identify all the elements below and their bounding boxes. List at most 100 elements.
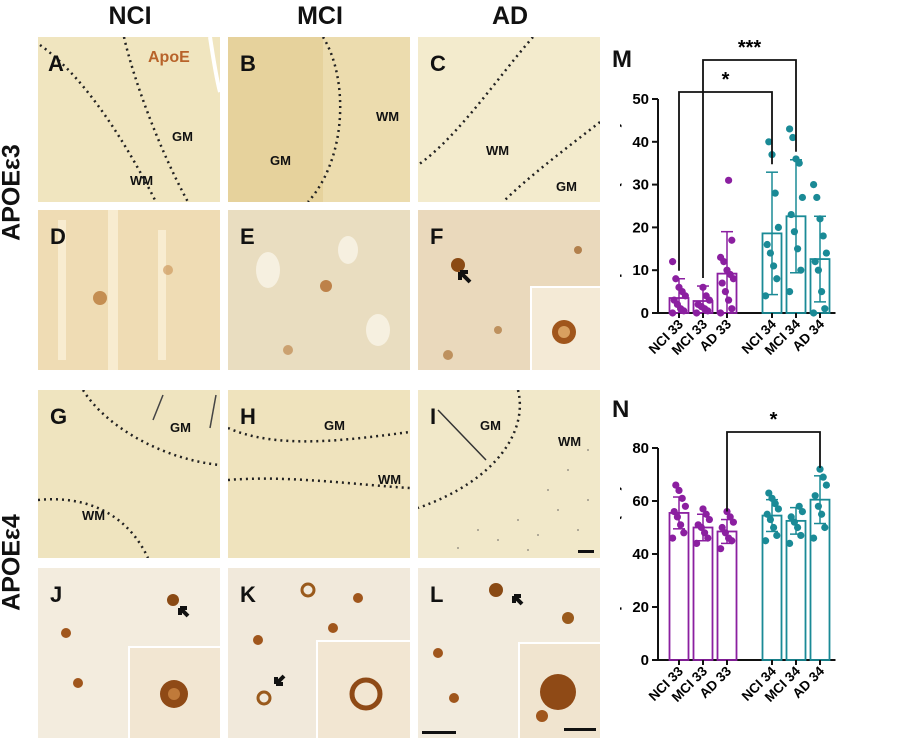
data-point: [768, 494, 776, 502]
data-point: [789, 133, 797, 142]
panel-letter-e: E: [240, 224, 255, 249]
data-point: [669, 309, 677, 317]
data-point: [765, 138, 773, 146]
data-point: [810, 534, 818, 542]
data-point: [770, 523, 778, 532]
significance-label: ***: [738, 37, 762, 59]
panel-letter-j: J: [50, 582, 63, 607]
data-point: [678, 494, 686, 502]
data-point: [705, 515, 713, 524]
data-point: [717, 309, 725, 317]
panel-letter-i: I: [430, 404, 437, 429]
column-header-mci: MCI: [297, 2, 343, 30]
data-point: [794, 245, 802, 253]
row-header-apoe4: APOEε4: [0, 514, 26, 611]
micrograph-panel-l: L: [418, 568, 600, 738]
data-point: [771, 189, 779, 197]
data-point: [677, 521, 685, 529]
data-point: [814, 266, 822, 274]
data-point: [723, 266, 731, 274]
panel-letter-c: C: [430, 51, 446, 76]
y-tick-label: 80: [632, 440, 649, 457]
region-label-wm: WM: [558, 434, 582, 449]
micrograph-panel-e: E: [228, 210, 410, 370]
data-point: [726, 513, 734, 521]
data-point: [821, 523, 829, 532]
data-point: [790, 518, 798, 526]
data-point: [680, 529, 688, 537]
data-point: [763, 510, 771, 518]
data-point: [699, 505, 707, 513]
data-point: [672, 275, 680, 283]
data-point: [702, 292, 710, 300]
data-point: [822, 249, 830, 257]
y-tick-label: 40: [632, 134, 649, 151]
panel-b-drawing: [228, 37, 342, 202]
data-point: [673, 513, 681, 521]
region-label-wm: WM: [376, 109, 400, 124]
data-point: [810, 309, 818, 317]
significance-bracket: [678, 91, 773, 271]
y-tick-label: 50: [632, 91, 649, 108]
data-point: [774, 505, 782, 513]
data-point: [694, 300, 702, 309]
data-point: [669, 258, 677, 266]
data-point: [786, 539, 794, 547]
data-point: [798, 508, 806, 516]
panel-k-drawing: [253, 582, 363, 706]
micrograph-panel-c: C WM GM: [418, 37, 600, 202]
data-point: [773, 531, 781, 540]
region-label-wm: WM: [486, 143, 510, 158]
data-point: [718, 523, 726, 532]
micrograph-panel-f: F: [418, 210, 600, 370]
panel-letter-f: F: [430, 224, 444, 249]
data-point: [721, 288, 729, 296]
data-point: [786, 125, 794, 133]
data-point: [792, 155, 800, 163]
y-tick-label: 40: [632, 546, 649, 563]
region-label-gm: GM: [324, 418, 345, 433]
panel-k-inset: [316, 640, 410, 738]
panel-e-drawing: [256, 236, 390, 355]
data-point: [797, 531, 805, 540]
stain-label: ApoE: [148, 49, 190, 66]
data-point: [670, 296, 678, 304]
significance-label: *: [722, 69, 730, 91]
row-header-apoe3: APOEε3: [0, 144, 26, 241]
y-tick-label: 10: [632, 262, 649, 279]
data-point: [786, 288, 794, 296]
data-point: [766, 249, 774, 257]
data-point: [766, 515, 774, 524]
data-point: [723, 508, 731, 516]
scale-bar: [578, 550, 594, 553]
y-tick-label: 60: [632, 493, 649, 510]
panel-h-drawing: [228, 426, 410, 490]
region-label-gm: GM: [270, 153, 291, 168]
data-point: [816, 465, 824, 473]
panel-d-drawing: [58, 210, 173, 370]
micrograph-panel-k: K: [228, 568, 410, 738]
panel-i-drawing: [418, 390, 600, 558]
region-label-wm: WM: [378, 472, 402, 487]
micrograph-panel-a: A ApoE GM WM: [38, 37, 220, 202]
data-point: [693, 539, 701, 547]
micrograph-panel-d: D: [38, 210, 220, 370]
data-point: [669, 534, 677, 542]
column-header-ad: AD: [491, 2, 529, 30]
panel-f-inset: [530, 286, 600, 370]
significance-label: *: [770, 409, 778, 431]
micrograph-panel-j: J: [38, 568, 220, 738]
data-point: [818, 288, 826, 296]
data-point: [821, 305, 829, 313]
data-point: [728, 236, 736, 244]
figure-letter-n: N: [612, 396, 630, 423]
data-point: [787, 210, 795, 219]
data-point: [672, 481, 680, 489]
panel-l-inset: [518, 642, 600, 738]
data-point: [765, 489, 773, 497]
data-point: [819, 232, 827, 240]
region-label-gm: GM: [556, 179, 577, 194]
data-point: [699, 283, 707, 291]
panel-j-inset: [128, 646, 220, 738]
